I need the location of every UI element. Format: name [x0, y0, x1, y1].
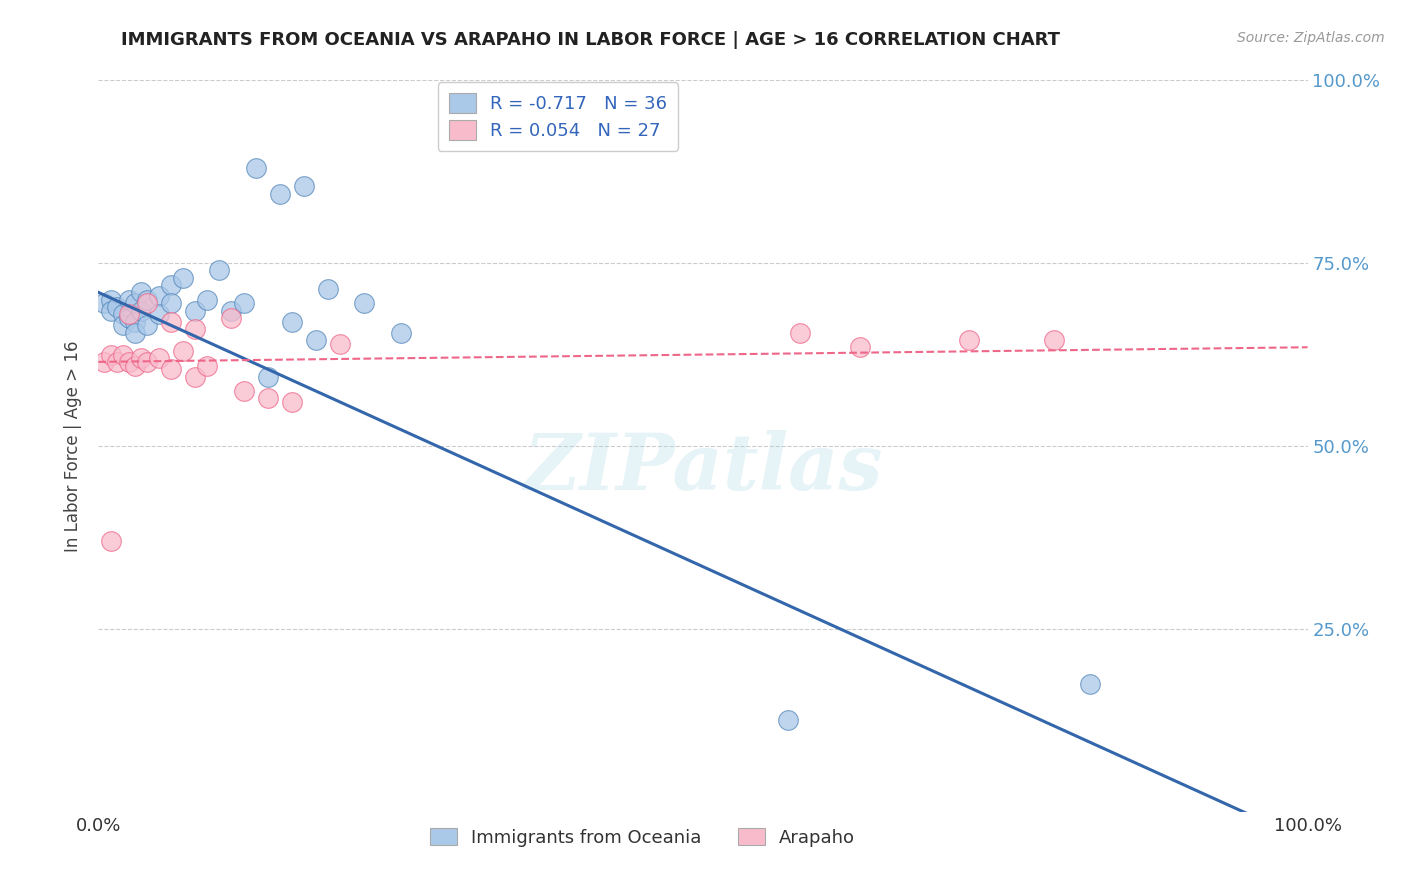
Point	[160, 315, 183, 329]
Point	[105, 300, 128, 314]
Point	[118, 293, 141, 307]
Point	[129, 303, 152, 318]
Point	[184, 369, 207, 384]
Point	[329, 336, 352, 351]
Point	[195, 359, 218, 373]
Point	[129, 285, 152, 300]
Point	[789, 326, 811, 340]
Y-axis label: In Labor Force | Age > 16: In Labor Force | Age > 16	[65, 340, 83, 552]
Point	[316, 282, 339, 296]
Point	[184, 322, 207, 336]
Point	[232, 384, 254, 399]
Point	[148, 289, 170, 303]
Point	[93, 296, 115, 310]
Point	[232, 296, 254, 310]
Point	[172, 270, 194, 285]
Point	[124, 326, 146, 340]
Point	[105, 355, 128, 369]
Point	[100, 347, 122, 362]
Point	[124, 315, 146, 329]
Point	[160, 362, 183, 376]
Point	[118, 307, 141, 321]
Point	[93, 355, 115, 369]
Point	[135, 318, 157, 333]
Point	[100, 293, 122, 307]
Point	[124, 359, 146, 373]
Point	[281, 315, 304, 329]
Point	[172, 343, 194, 358]
Text: ZIPatlas: ZIPatlas	[523, 430, 883, 506]
Point	[256, 369, 278, 384]
Text: IMMIGRANTS FROM OCEANIA VS ARAPAHO IN LABOR FORCE | AGE > 16 CORRELATION CHART: IMMIGRANTS FROM OCEANIA VS ARAPAHO IN LA…	[121, 31, 1060, 49]
Point	[292, 179, 315, 194]
Point	[118, 310, 141, 325]
Point	[160, 278, 183, 293]
Point	[389, 326, 412, 340]
Point	[148, 351, 170, 366]
Point	[221, 303, 243, 318]
Point	[160, 296, 183, 310]
Point	[111, 347, 134, 362]
Point	[111, 307, 134, 321]
Point	[1042, 333, 1064, 347]
Point	[118, 355, 141, 369]
Point	[353, 296, 375, 310]
Point	[195, 293, 218, 307]
Point	[957, 333, 980, 347]
Point	[281, 395, 304, 409]
Point	[776, 714, 799, 728]
Point	[100, 303, 122, 318]
Point	[135, 355, 157, 369]
Point	[129, 351, 152, 366]
Point	[256, 392, 278, 406]
Point	[208, 263, 231, 277]
Point	[124, 296, 146, 310]
Point	[111, 318, 134, 333]
Point	[1078, 676, 1101, 690]
Point	[148, 307, 170, 321]
Point	[245, 161, 267, 175]
Legend: Immigrants from Oceania, Arapaho: Immigrants from Oceania, Arapaho	[423, 822, 862, 854]
Point	[305, 333, 328, 347]
Point	[135, 296, 157, 310]
Point	[184, 303, 207, 318]
Point	[221, 310, 243, 325]
Text: Source: ZipAtlas.com: Source: ZipAtlas.com	[1237, 31, 1385, 45]
Point	[849, 340, 872, 354]
Point	[269, 186, 291, 201]
Point	[135, 293, 157, 307]
Point	[100, 534, 122, 549]
